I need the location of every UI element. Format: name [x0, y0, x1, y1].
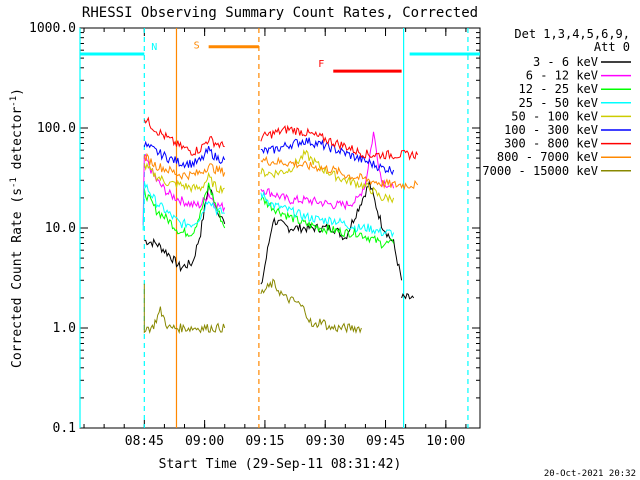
series-0 [144, 180, 415, 300]
legend-label: 100 - 300 keV [504, 123, 598, 137]
legend-label: 800 - 7000 keV [497, 150, 598, 164]
plot-frame [79, 27, 481, 429]
y-axis-label-mid: detector [10, 107, 25, 178]
x-tick-label: 10:00 [426, 434, 465, 449]
series-line [143, 283, 226, 335]
x-tick-label: 09:45 [366, 434, 405, 449]
x-tick-label: 09:00 [185, 434, 224, 449]
flag-label: F [318, 59, 324, 70]
series-line [144, 183, 226, 273]
series-line [260, 278, 362, 335]
timestamp: 20-Oct-2021 20:32 [544, 469, 636, 479]
legend-label: 7000 - 15000 keV [482, 164, 598, 178]
legend-label: 12 - 25 keV [519, 82, 598, 96]
series-line [143, 162, 225, 195]
series-line [260, 149, 395, 204]
x-axis-label: Start Time (29-Sep-11 08:31:42) [159, 457, 402, 472]
series-line [260, 155, 419, 191]
y-axis-label-sup2: -1 [9, 96, 19, 107]
legend-label: 300 - 800 keV [504, 137, 598, 151]
flag-label: N [151, 42, 157, 53]
flag-label: S [194, 41, 200, 52]
series-7 [143, 152, 419, 191]
series-8 [143, 278, 362, 335]
y-tick-label: 1000.0 [29, 21, 76, 36]
y-axis-label-end: ) [10, 88, 25, 96]
y-axis-label-sup1: -1 [9, 177, 19, 188]
y-axis-label-main: Corrected Count Rate (s [10, 188, 25, 368]
x-tick-label: 09:15 [245, 434, 284, 449]
legend-label: 25 - 50 keV [519, 96, 598, 110]
plot-area: 0.1 1.0 10.0 100.0 1000.0 08:45 09:00 09:15 09:3… [29, 21, 481, 449]
series-line [143, 182, 226, 238]
y-tick-label: 10.0 [45, 221, 76, 236]
series-2 [143, 182, 395, 249]
series-6 [143, 116, 419, 161]
y-tick-label: 0.1 [53, 421, 76, 436]
series-line [143, 116, 225, 156]
y-axis-label: Corrected Count Rate (s-1 detector-1) [9, 88, 25, 368]
x-tick-label: 08:45 [125, 434, 164, 449]
series-5 [143, 137, 395, 176]
chart-title: RHESSI Observing Summary Count Rates, Co… [82, 5, 478, 21]
legend-header-line2: Att 0 [594, 40, 630, 54]
series-line [260, 131, 395, 211]
series-line [143, 140, 226, 169]
series-line [143, 152, 226, 181]
series-line [260, 190, 395, 238]
y-tick-label: 100.0 [37, 121, 76, 136]
legend-label: 50 - 100 keV [511, 109, 598, 123]
series-line [260, 195, 395, 249]
x-tick-label: 09:30 [306, 434, 345, 449]
series-line [260, 124, 419, 161]
y-tick-label: 1.0 [53, 321, 76, 336]
legend-header-line1: Det 1,3,4,5,6,9, [514, 27, 630, 41]
series-line [401, 292, 415, 300]
series-line [260, 180, 403, 285]
series-line [142, 181, 225, 231]
legend-label: 6 - 12 keV [526, 69, 598, 83]
series-4 [143, 149, 395, 204]
series-3 [142, 181, 395, 238]
legend-label: 3 - 6 keV [533, 55, 598, 69]
